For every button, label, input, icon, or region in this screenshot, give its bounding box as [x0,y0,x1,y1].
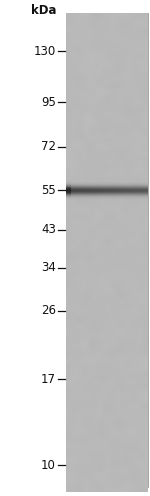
Text: 55: 55 [41,184,56,196]
Text: 130: 130 [34,45,56,58]
Text: 34: 34 [41,261,56,274]
Text: 72: 72 [41,140,56,153]
Bar [66,13,148,487]
Text: 26: 26 [41,305,56,317]
Text: kDa: kDa [30,3,56,16]
Text: 17: 17 [41,373,56,386]
Text: 10: 10 [41,458,56,472]
Text: 43: 43 [41,223,56,237]
Text: 95: 95 [41,96,56,109]
